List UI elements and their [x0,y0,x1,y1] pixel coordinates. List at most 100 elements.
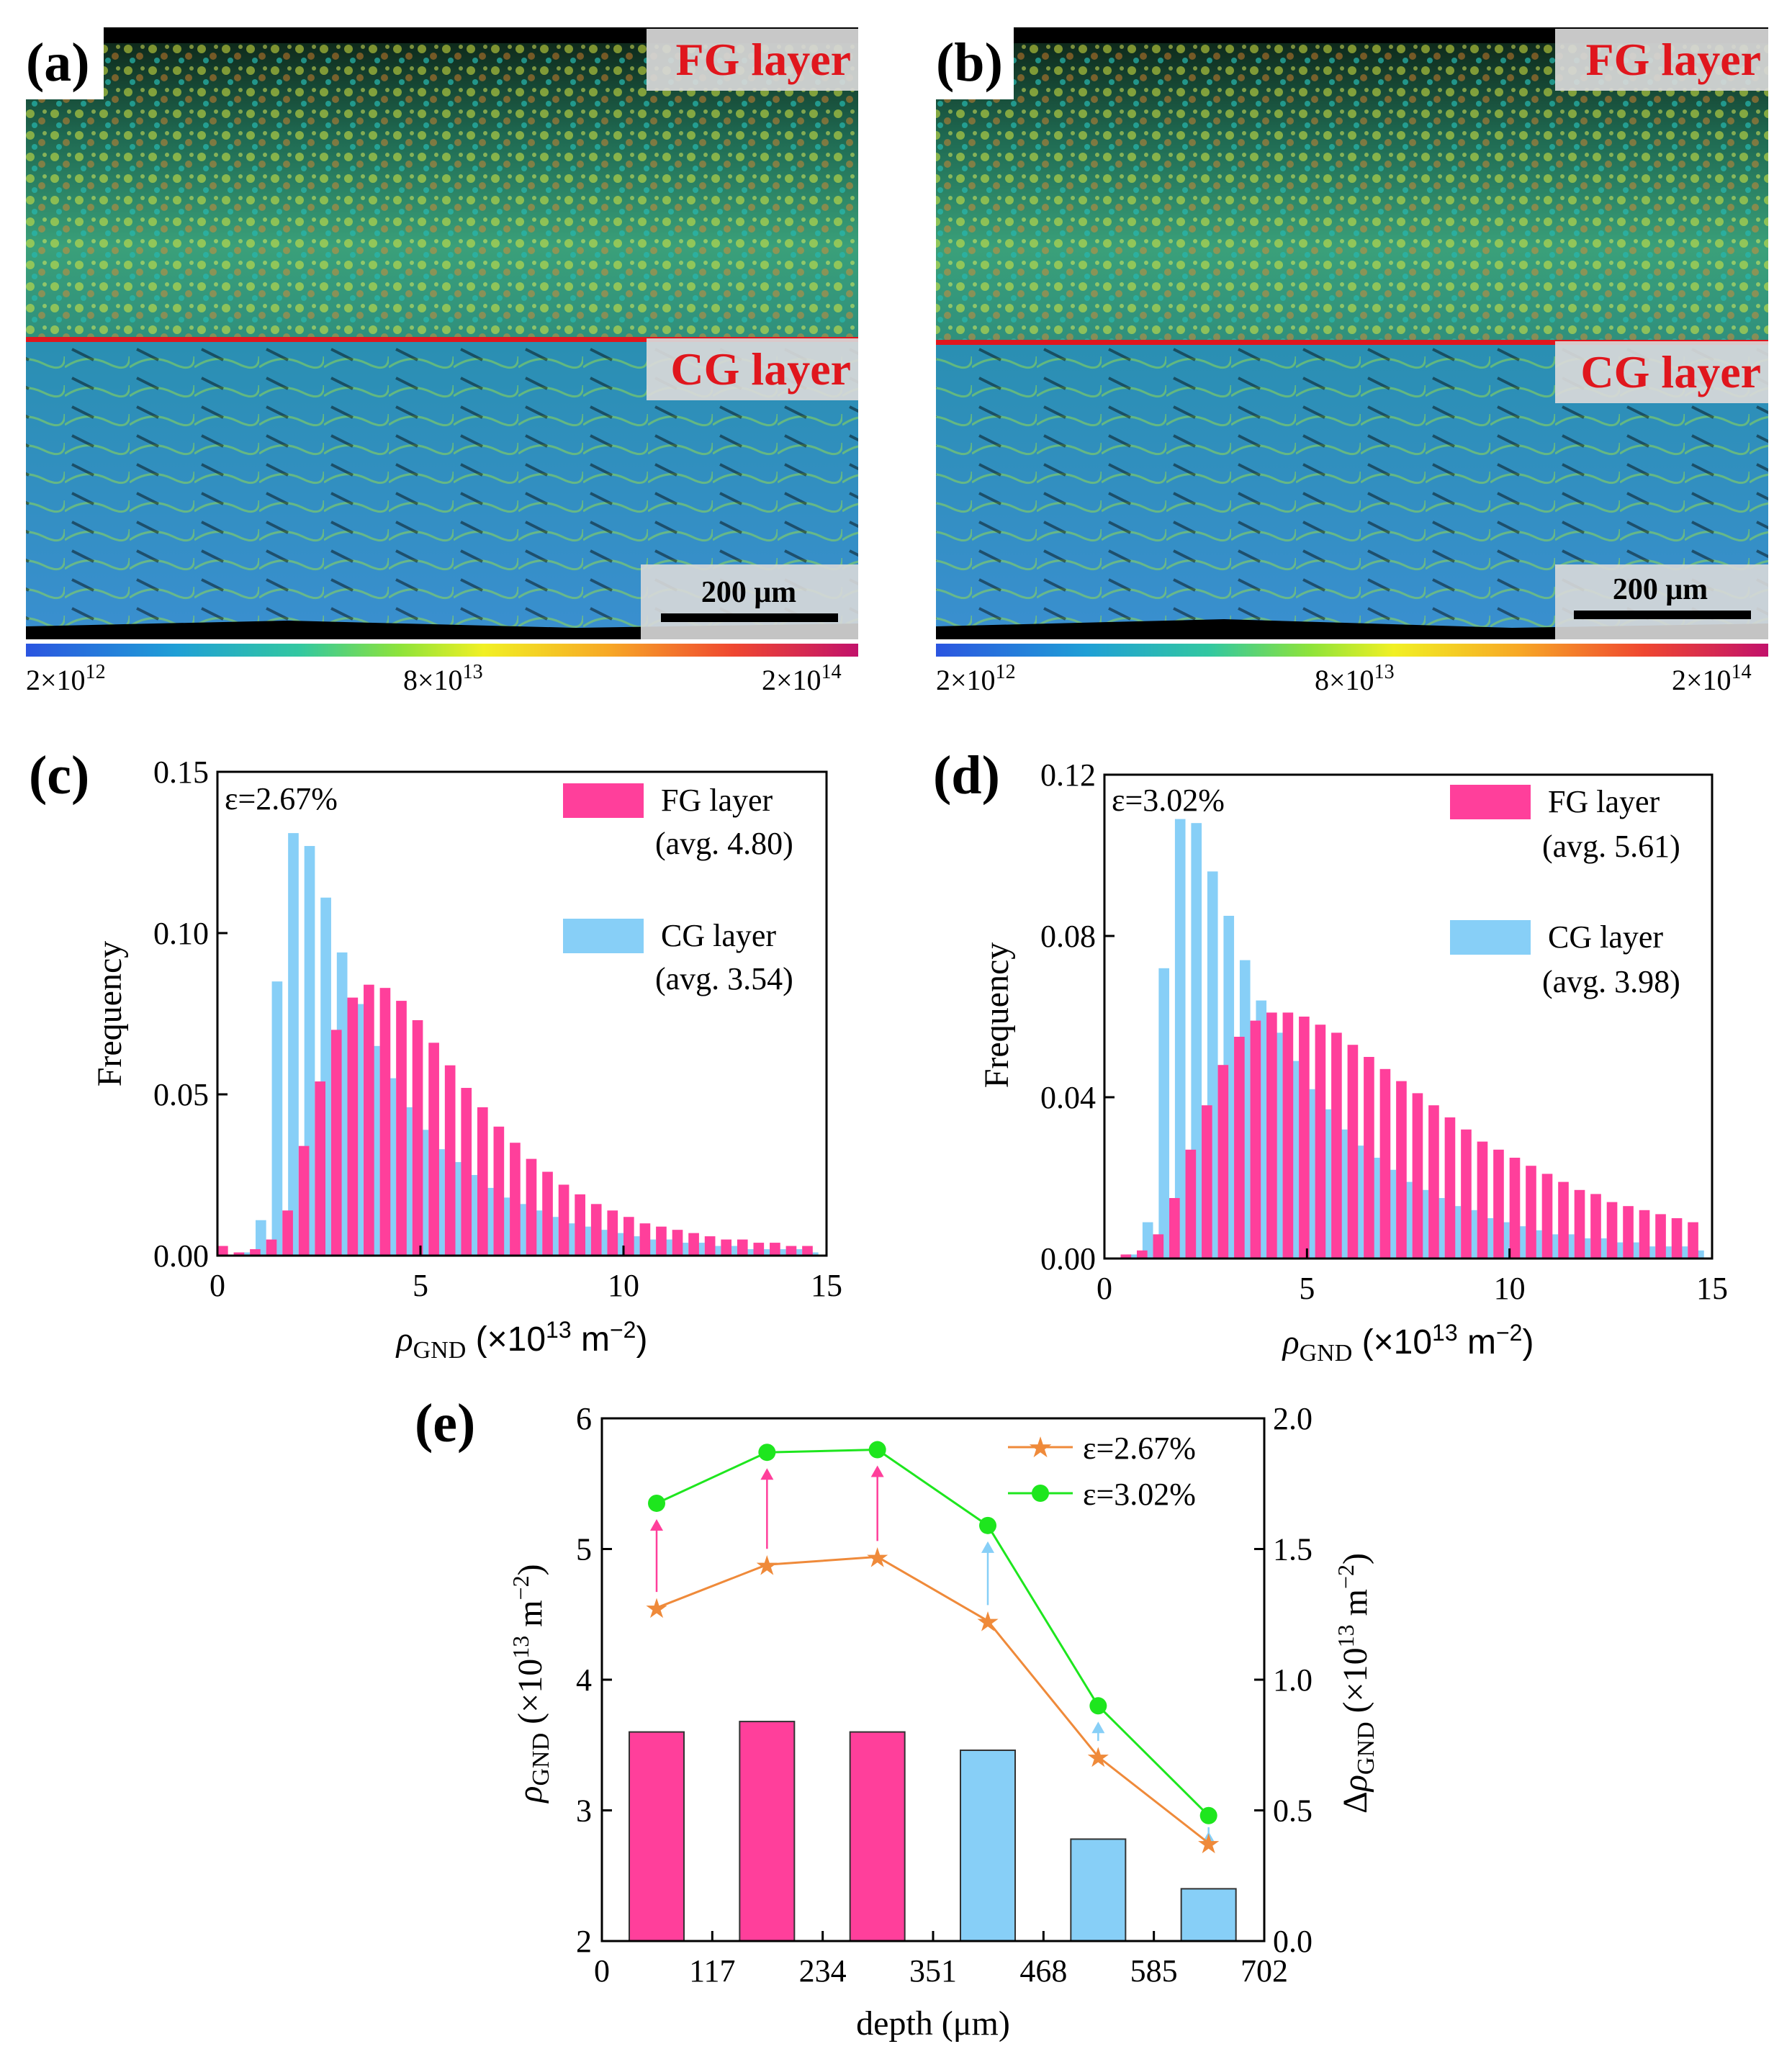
bar-fg [1250,1020,1261,1259]
bars-fg [217,984,813,1256]
bar-fg [1428,1105,1439,1259]
map-boundary-line [26,337,858,342]
x-tick-label: 10 [1494,1271,1526,1306]
map-boundary-line [936,340,1768,345]
y-ticks: 0.00 0.05 0.10 0.15 [153,755,228,1274]
bar-fg [1299,1017,1310,1259]
bar-fg [364,984,374,1256]
y-tick-label: 0.12 [1040,757,1096,793]
bar-fg [1444,1117,1456,1259]
point-star: ★ [1197,1828,1221,1860]
bar-fg [656,1226,667,1256]
point-circle [979,1516,997,1534]
panel-letter-d: (d) [933,745,1000,806]
y-tick-label-right: 1.5 [1273,1532,1313,1567]
bar-fg [461,1088,472,1256]
bar-fg [575,1194,585,1256]
y-axis-title: Frequency [978,942,1016,1089]
x-tick-label: 585 [1130,1953,1178,1989]
x-ticks: 0 117 234 351 468 585 702 [594,1931,1288,1989]
bar-fg [1364,1057,1374,1259]
delta-bar-fg [739,1721,796,1942]
bar-cg [759,1249,770,1256]
y-tick-label-left: 6 [576,1401,592,1436]
label-box-cg [647,338,858,400]
bar-fg [1671,1218,1683,1259]
colorbar [936,644,1768,657]
bars-fg [1120,1012,1698,1259]
bar-fg [558,1184,569,1256]
delta-arrow-head [1091,1721,1105,1734]
bar-fg [1655,1214,1666,1259]
delta-arrow-head [981,1541,995,1553]
plot-frame [1103,773,1714,1260]
bar-fg [1493,1149,1504,1259]
delta-bar-cg [1070,1838,1127,1942]
y-tick-label-left: 5 [576,1532,592,1567]
scale-bar [661,613,838,622]
label-box-cg [1555,341,1768,403]
scale-bar-label: 200 μm [1613,573,1708,606]
bar-fg [428,1043,439,1256]
legend-swatch-cg [563,919,644,953]
x-tick-label: 0 [1097,1271,1112,1306]
delta-bar-fg [629,1731,685,1942]
bar-fg [298,1145,310,1256]
bar-cg [808,1252,819,1256]
bar-cg [791,1249,803,1256]
colorbar-max-label: 2×1014 [762,661,842,696]
x-tick-label: 0 [210,1268,225,1303]
bar-fg [1477,1141,1488,1259]
bar-cg [271,981,283,1256]
y-tick-label: 0.15 [153,755,209,790]
bar-cg [742,1249,754,1256]
delta-bar-cg [1180,1888,1237,1942]
bar-fg [1558,1181,1569,1259]
x-ticks: 0 5 10 15 [210,1246,842,1303]
ebsd-map-b: FG layer CG layer 200 μm (b) 2×1012 8×10… [936,27,1768,696]
bar-fg [315,1081,326,1256]
panel-letter-e: (e) [415,1393,475,1454]
legend-swatch-fg [1450,785,1531,819]
bar-fg [477,1107,488,1256]
x-axis-title: ρGND (×1013 m−2) [1282,1320,1534,1367]
bar-fg [1137,1250,1148,1259]
bar-fg [1461,1129,1472,1259]
bar-cg [256,1220,266,1256]
legend-avg-fg: (avg. 5.61) [1542,829,1680,864]
colorbar-mid-label: 8×1013 [1315,661,1395,696]
bar-fg [590,1204,602,1256]
y-tick-label: 0.10 [153,916,209,951]
legend-label-cg: CG layer [1548,919,1663,955]
bar-cg [1142,1222,1153,1259]
delta-bar-cg [960,1750,1017,1942]
bar-cg [1158,968,1170,1259]
y-tick-label-right: 0.5 [1273,1793,1313,1829]
bar-fg [542,1171,553,1256]
y-tick-label-right: 2.0 [1273,1401,1313,1436]
colorbar-max-label: 2×1014 [1672,661,1752,696]
x-tick-label: 702 [1241,1953,1288,1989]
bar-fg [1606,1202,1618,1259]
bar-cg [1693,1250,1704,1259]
legend-avg-cg: (avg. 3.54) [655,961,793,996]
cg-layer-label: CG layer [1580,346,1761,397]
y-tick-label: 0.00 [153,1238,209,1274]
bar-fg [704,1236,716,1256]
y-tick-label-left: 2 [576,1924,592,1959]
arrows [650,1465,1215,1843]
bar-fg [721,1239,732,1256]
series-lines: ★ ★ ★ ★ ★ ★ [644,1441,1221,1860]
legend-avg-cg: (avg. 3.98) [1542,964,1680,999]
delta-bar-fg [849,1731,906,1942]
bar-fg [330,1030,342,1256]
bar-fg [233,1252,245,1256]
map-letter-box [936,27,1014,99]
x-tick-label: 5 [1299,1271,1315,1306]
x-tick-label: 117 [689,1953,735,1989]
point-star: ★ [976,1606,1000,1637]
x-tick-label: 234 [799,1953,847,1989]
x-tick-label: 10 [608,1268,639,1303]
map-letter-box [26,27,104,99]
